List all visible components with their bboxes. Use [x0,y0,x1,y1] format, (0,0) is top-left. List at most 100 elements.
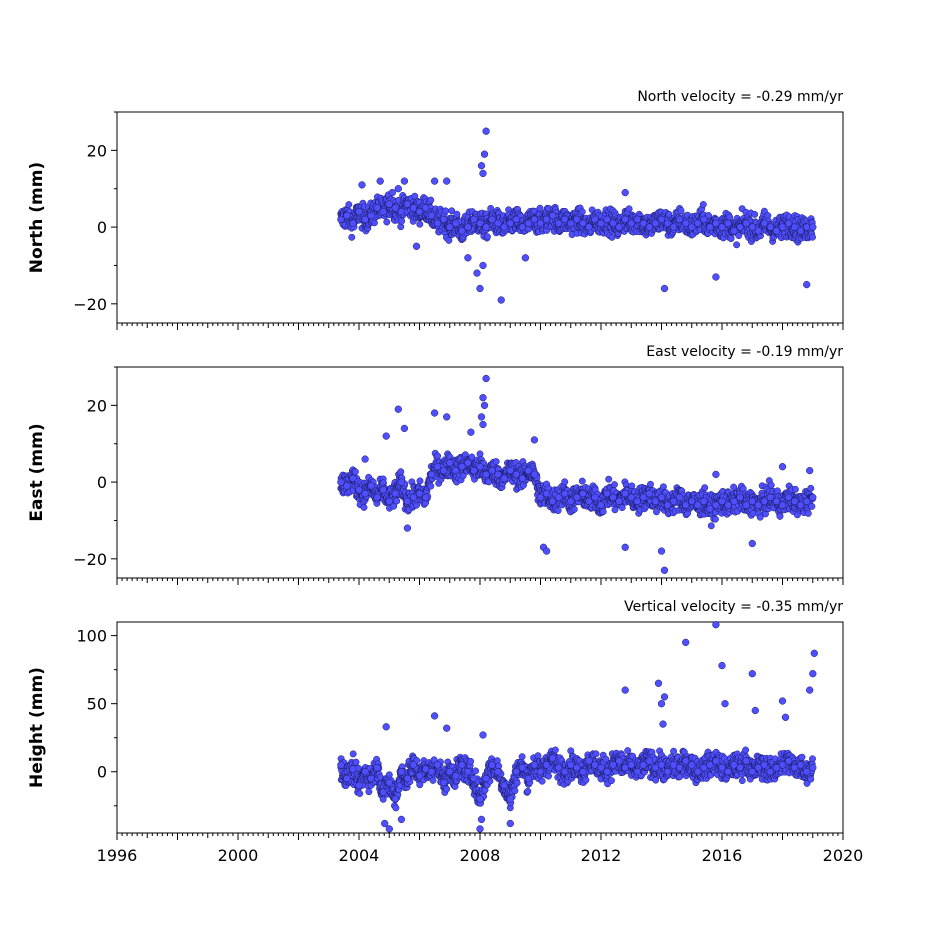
data-point [621,215,629,224]
y-tick-label: 0 [97,218,107,237]
data-point [621,489,629,498]
data-point [724,501,732,509]
data-point [513,779,521,787]
data-point [476,284,484,293]
data-point [521,254,530,262]
data-point [803,497,811,505]
data-point [518,753,526,761]
data-point [506,466,514,475]
data-point [659,483,667,491]
data-point [429,776,437,784]
data-point [482,374,490,383]
data-point [488,466,496,475]
data-point [358,181,366,189]
data-point [458,463,466,471]
data-point [530,470,539,479]
data-point [651,497,660,505]
data-point [627,219,635,227]
data-point [651,219,660,227]
velocity-title: East velocity = -0.19 mm/yr [646,344,843,360]
data-point [470,466,478,475]
data-point [766,223,775,231]
data-point [394,185,402,193]
data-point [699,201,707,208]
data-point [356,790,364,797]
data-point [803,280,811,289]
data-point [394,405,402,413]
data-point [430,409,439,417]
data-point [409,493,418,502]
data-point [383,218,391,226]
y-tick-label: 0 [97,763,107,782]
data-point [760,219,769,227]
data-point [579,489,587,498]
data-point [442,207,450,215]
data-point [434,452,442,460]
data-point [415,489,424,498]
data-point [694,501,702,509]
data-point [712,219,720,227]
data-point [663,219,672,227]
data-point [403,200,412,208]
data-point [512,470,520,479]
data-point [677,207,685,215]
data-point [724,219,732,227]
data-point [809,493,817,502]
x-tick-label: 1996 [97,846,138,865]
data-point [446,459,454,467]
data-point [675,215,684,224]
y-axis-label: Height (mm) [27,667,47,788]
data-point [733,241,741,249]
data-point [376,177,384,185]
data-point [476,219,484,227]
data-point [639,219,648,227]
data-point [591,493,599,502]
data-point [367,482,375,490]
data-point [452,219,460,227]
data-point [518,223,527,231]
data-point [409,204,418,212]
data-point [397,478,406,486]
y-tick-label: 0 [97,473,107,492]
data-point [625,205,633,213]
data-point [511,787,519,795]
data-point [433,463,442,471]
data-point [530,436,539,444]
data-point [427,482,435,490]
data-point [433,219,442,227]
data-point [567,219,575,227]
data-point [440,215,448,224]
data-point [784,219,793,227]
data-point [682,219,690,227]
data-point [472,767,480,775]
data-point [554,493,563,502]
velocity-title: Vertical velocity = -0.35 mm/yr [624,599,843,615]
data-point [536,493,545,502]
data-point [554,507,562,515]
data-point [809,233,816,241]
y-axis-label: North (mm) [27,162,47,273]
data-point [492,458,500,466]
data-point [669,497,678,505]
data-point [403,524,412,532]
data-point [542,215,551,224]
data-point [421,493,430,502]
data-point [506,219,514,227]
data-point [585,223,593,231]
data-point [808,502,816,510]
data-point [748,497,756,505]
data-point [778,501,787,509]
data-point [700,215,708,224]
data-point [772,227,781,235]
data-point [536,204,544,212]
data-point [337,215,345,224]
data-point [479,420,487,429]
data-point [570,505,578,513]
data-point [778,223,787,231]
data-point [392,804,400,812]
data-point [464,223,472,231]
data-point [512,215,520,224]
data-point [772,497,781,505]
data-point [470,215,478,224]
